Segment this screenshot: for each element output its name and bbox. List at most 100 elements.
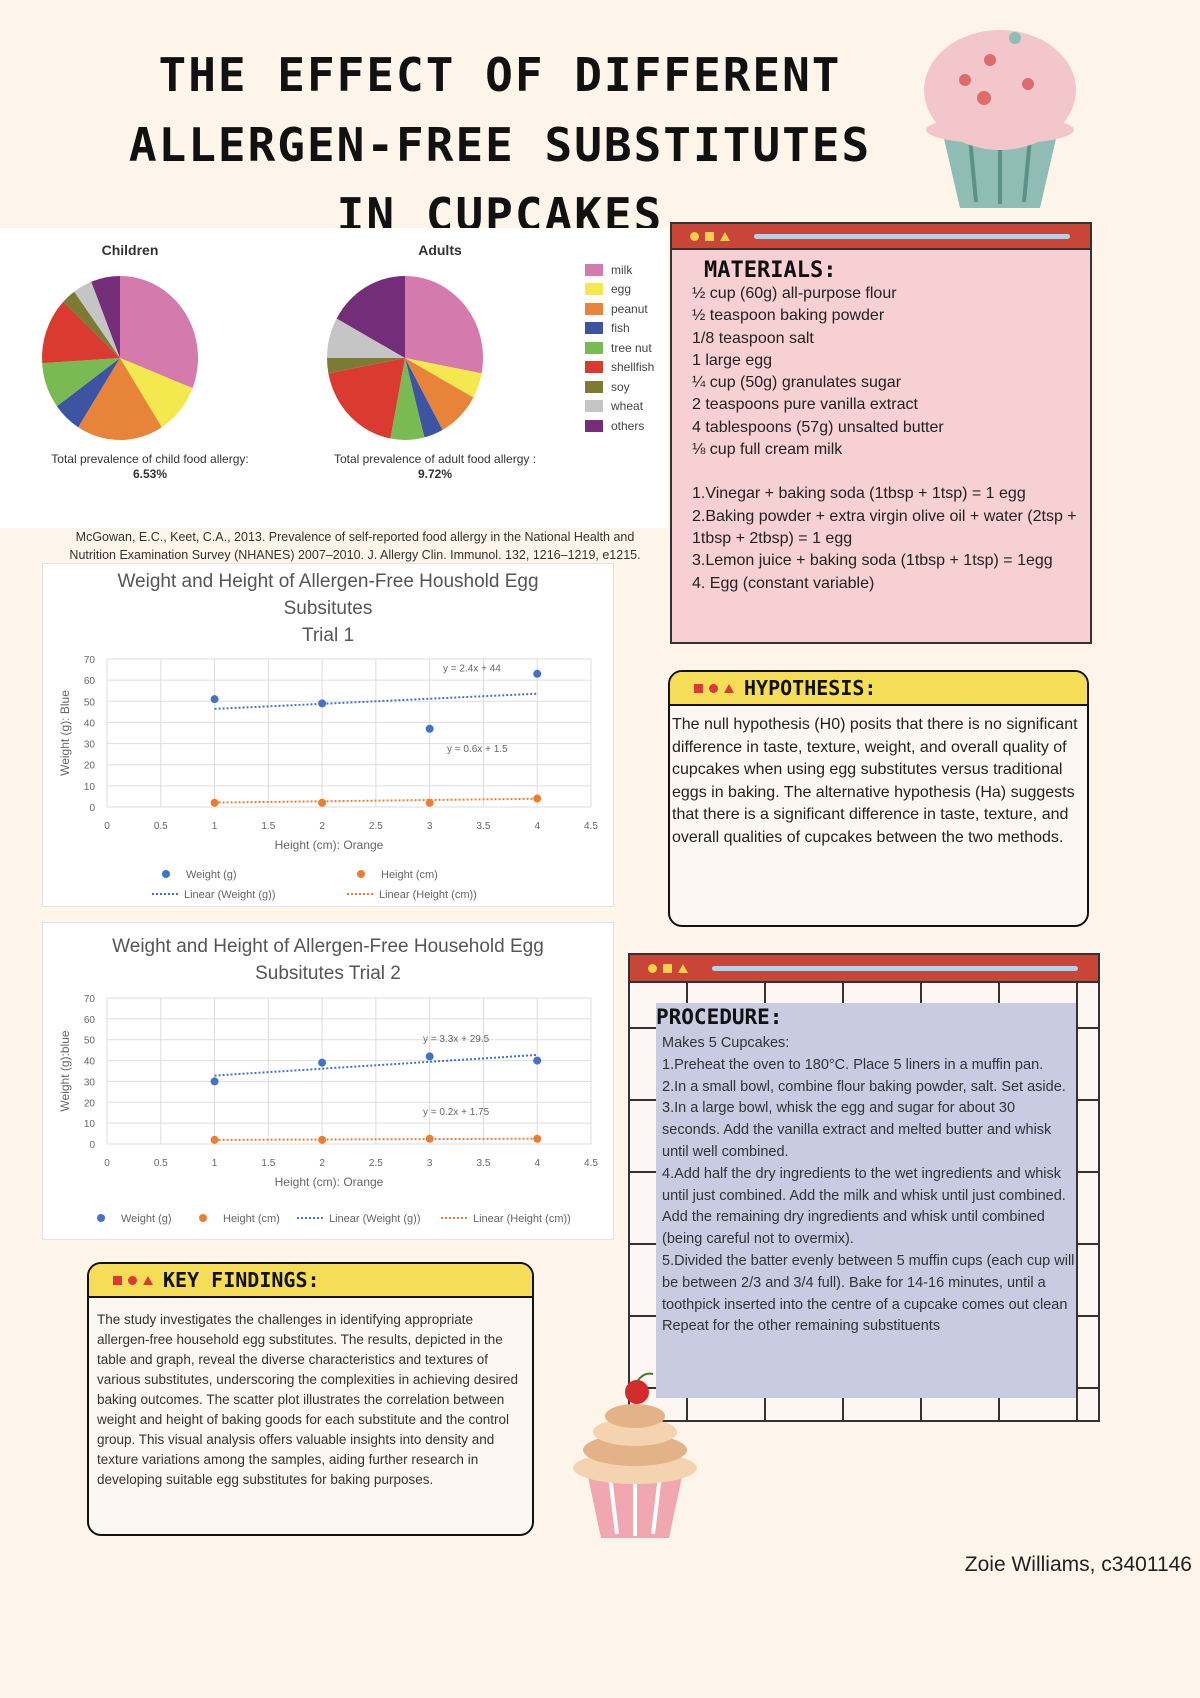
substitute-item: 2.Baking powder + extra virgin olive oil…	[692, 507, 1077, 547]
x-tick-label: 1	[212, 821, 218, 832]
legend-label: shellfish	[611, 360, 655, 375]
x-tick-label: 3	[427, 821, 433, 832]
substitute-item: 4. Egg (constant variable)	[692, 574, 875, 592]
pie-chart-children	[42, 276, 198, 440]
legend-swatch	[585, 283, 603, 296]
legend-marker	[162, 870, 170, 878]
data-point	[425, 798, 434, 807]
data-point	[210, 1135, 219, 1144]
x-tick-label: 0.5	[154, 821, 168, 832]
circle-icon	[128, 1275, 137, 1285]
x-axis-label: Height (cm): Orange	[275, 838, 384, 852]
y-tick-label: 60	[84, 1015, 96, 1026]
pie-slice-others	[91, 276, 120, 358]
legend-label: Linear (Weight (g))	[184, 889, 276, 901]
legend-item: peanut	[585, 299, 654, 319]
child-total-prevalence: 6.53%	[132, 467, 168, 481]
trendline-equation: y = 2.4x + 44	[443, 664, 501, 675]
pie-slice-peanut	[78, 358, 162, 440]
key-findings-text: The study investigates the challenges in…	[97, 1312, 518, 1487]
data-point	[210, 798, 219, 807]
material-item: ½ cup (60g) all-purpose flour	[692, 285, 897, 302]
material-item: 2 teaspoons pure vanilla extract	[692, 396, 918, 414]
pie-caption-children: Total prevalence of child food allergy: …	[0, 452, 300, 482]
chart-title-line: Trial 1	[301, 625, 355, 646]
header-bar	[754, 233, 1070, 239]
pie-title-adults: Adults	[418, 242, 462, 258]
allergy-pie-panel: Children Adults milk egg peanut fish tree nu…	[0, 228, 668, 528]
legend-label: peanut	[611, 301, 648, 316]
legend-label: Linear (Weight (g))	[329, 1213, 421, 1225]
legend-swatch	[585, 341, 603, 354]
legend-label: Height (cm)	[223, 1213, 280, 1225]
pie-slice-fish	[405, 358, 443, 438]
legend-item: shellfish	[585, 358, 654, 378]
y-axis-label: Weight (g):blue	[58, 1030, 72, 1111]
pie-slice-fish	[56, 358, 120, 428]
panel-header	[630, 955, 1098, 983]
scatter-chart-trial-2: Weight and Height of Allergen-Free House…	[42, 922, 614, 1240]
x-tick-label: 3	[427, 1158, 433, 1169]
pie-slice-soy	[327, 358, 405, 374]
panel-header: HYPOTHESIS:	[670, 672, 1087, 706]
legend-label: Linear (Height (cm))	[379, 889, 477, 901]
legend-label: egg	[611, 282, 632, 297]
x-tick-label: 4	[534, 1158, 540, 1169]
substitute-item: 1.Vinegar + baking soda (1tbsp + 1tsp) =…	[692, 485, 1026, 503]
legend-swatch	[585, 302, 603, 315]
title-line-2: ALLERGEN-FREE SUBSTITUTES	[128, 118, 872, 172]
x-tick-label: 4.5	[584, 1158, 598, 1169]
legend-swatch	[585, 322, 603, 335]
data-point	[210, 695, 219, 704]
chart-title: Weight and Height of Allergen-Free House…	[43, 933, 613, 987]
legend-label: tree nut	[611, 340, 652, 355]
pie-slice-egg	[120, 358, 193, 428]
x-tick-label: 1.5	[261, 821, 275, 832]
chart-title-line: Subsitutes	[283, 598, 373, 619]
triangle-icon	[724, 683, 734, 693]
scatter-chart-trial-1: Weight and Height of Allergen-Free Housh…	[42, 563, 614, 907]
trendline-equation: y = 0.2x + 1.75	[423, 1107, 490, 1118]
x-axis-label: Height (cm): Orange	[275, 1175, 384, 1189]
legend-label: Weight (g)	[186, 869, 237, 881]
chart-title-line: Subsitutes Trial 2	[255, 963, 401, 984]
legend-item: wheat	[585, 397, 654, 417]
square-icon	[694, 683, 703, 693]
legend-marker	[357, 870, 365, 878]
triangle-icon	[143, 1275, 153, 1285]
y-tick-label: 70	[84, 655, 96, 666]
circle-icon	[690, 231, 699, 241]
trendline	[214, 797, 538, 804]
x-tick-label: 2	[319, 821, 325, 832]
y-tick-label: 70	[84, 994, 96, 1005]
data-point	[533, 794, 542, 803]
square-icon	[113, 1275, 122, 1285]
data-point	[425, 1052, 434, 1061]
y-tick-label: 30	[84, 740, 96, 751]
cupcake-cherry-illustration	[573, 1372, 697, 1538]
material-item: 1/8 teaspoon salt	[692, 329, 814, 347]
legend-label: Weight (g)	[121, 1213, 172, 1225]
x-tick-label: 0	[104, 1158, 110, 1169]
data-point	[318, 1058, 327, 1067]
procedure-step: Repeat for the other remaining substitue…	[662, 1318, 941, 1335]
legend-label: milk	[611, 262, 633, 277]
chart-title: Weight and Height of Allergen-Free Housh…	[43, 568, 613, 649]
adult-total-prevalence: 9.72%	[417, 467, 453, 481]
caption-text: Total prevalence of adult food allergy :	[333, 452, 537, 466]
square-icon	[663, 963, 672, 973]
legend-item: tree nut	[585, 338, 654, 358]
legend-label: wheat	[611, 399, 644, 414]
triangle-icon	[720, 231, 730, 241]
pie-slice-milk	[405, 276, 483, 374]
legend-marker	[199, 1214, 207, 1222]
trendline	[214, 1137, 538, 1141]
data-point	[318, 798, 327, 807]
scatter-plot-area: 0 0.5 1 1.5 2 2.5 3 3.5 4 4.5 0 10 20 30 40 50 60 70 Heigh…	[58, 655, 598, 901]
material-item: 4 tablespoons (57g) unsalted butter	[692, 418, 944, 436]
circle-icon	[709, 683, 718, 693]
panel-header	[672, 224, 1090, 250]
pie-slice-tree-nut	[390, 358, 425, 440]
procedure-panel: PROCEDURE: Makes 5 Cupcakes: 1.Preheat t…	[628, 953, 1100, 1422]
